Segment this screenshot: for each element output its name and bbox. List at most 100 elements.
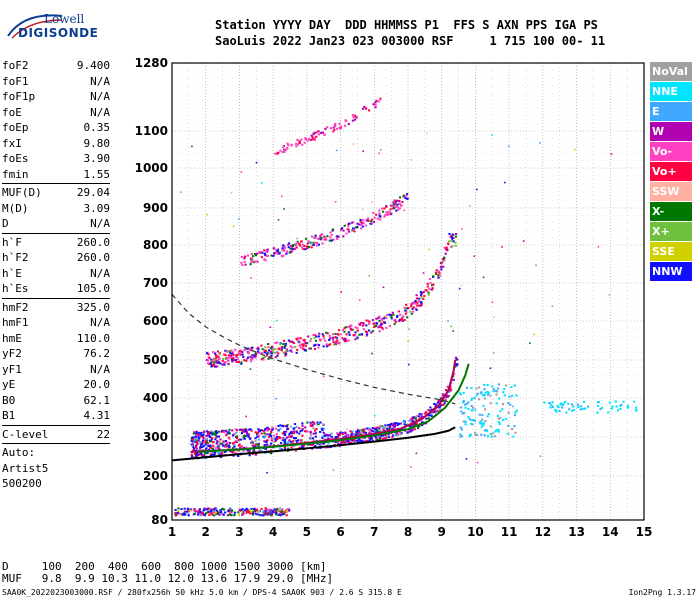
- echo-point: [228, 509, 231, 512]
- echo-point: [371, 319, 375, 322]
- echo-point: [234, 440, 237, 443]
- echo-point: [286, 251, 289, 254]
- echo-point: [290, 250, 294, 253]
- echo-point: [221, 444, 225, 447]
- echo-point: [444, 388, 448, 391]
- echo-point: [191, 444, 194, 447]
- legend-entry: SSE: [650, 242, 692, 261]
- echo-point: [200, 513, 203, 516]
- param-value: N/A: [90, 90, 110, 103]
- echo-point: [254, 512, 258, 515]
- echo-point: [218, 353, 221, 356]
- echo-point: [383, 433, 387, 436]
- echo-point: [249, 349, 252, 352]
- echo-point: [212, 351, 215, 354]
- echo-point: [283, 424, 286, 427]
- echo-point: [237, 444, 240, 447]
- echo-point: [226, 441, 229, 444]
- echo-point: [495, 393, 498, 396]
- echo-point: [211, 433, 214, 436]
- echo-point: [290, 350, 293, 353]
- echo-point: [196, 451, 199, 454]
- echo-point: [225, 434, 228, 437]
- autoscaling-info: 500200: [2, 477, 42, 490]
- echo-point: [197, 511, 200, 514]
- echo-point: [431, 411, 434, 414]
- echo-point: [422, 272, 425, 274]
- echo-point: [556, 404, 559, 407]
- param-row: foE N/A: [2, 105, 110, 121]
- echo-point: [208, 508, 212, 511]
- echo-point: [311, 136, 314, 139]
- echo-point: [410, 424, 413, 427]
- param-key: D: [2, 217, 9, 230]
- echo-point: [215, 431, 219, 434]
- echo-point: [252, 512, 255, 515]
- echo-point: [344, 326, 348, 329]
- echo-point: [333, 125, 337, 128]
- echo-point: [372, 430, 375, 433]
- echo-point: [495, 402, 498, 405]
- echo-point: [562, 402, 565, 405]
- echo-point: [423, 295, 426, 298]
- echo-point: [331, 333, 335, 336]
- echo-point: [207, 353, 210, 356]
- echo-point: [421, 424, 424, 427]
- echo-point: [203, 513, 207, 516]
- echo-point: [576, 403, 580, 406]
- echo-point: [195, 454, 199, 457]
- echo-point: [241, 513, 244, 516]
- echo-point: [253, 355, 256, 358]
- echo-point: [237, 513, 241, 516]
- y-tick-label: 900: [143, 201, 168, 215]
- echo-point: [346, 440, 350, 443]
- logo-line2: DIGISONDE: [18, 26, 99, 40]
- echo-point: [564, 400, 567, 403]
- echo-point: [288, 340, 292, 343]
- echo-point: [224, 354, 227, 357]
- echo-point: [235, 431, 238, 434]
- echo-point: [321, 436, 324, 439]
- echo-point: [415, 419, 418, 422]
- echo-point: [460, 284, 463, 287]
- echo-point: [299, 344, 302, 347]
- echo-point: [425, 411, 428, 414]
- echo-point: [512, 435, 515, 438]
- echo-point: [272, 437, 275, 440]
- echo-point: [555, 410, 558, 413]
- echo-point: [303, 430, 307, 433]
- echo-point: [201, 446, 204, 449]
- echo-point: [213, 508, 216, 511]
- echo-point: [634, 406, 638, 409]
- echo-point: [232, 359, 236, 362]
- echo-point: [255, 347, 259, 350]
- echo-point: [258, 430, 261, 433]
- echo-point: [263, 355, 266, 358]
- echo-point: [290, 430, 293, 433]
- echo-point: [461, 412, 464, 415]
- echo-point: [245, 357, 249, 360]
- echo-point: [326, 437, 330, 440]
- echo-point: [498, 423, 501, 426]
- echo-point: [250, 257, 254, 260]
- param-value: N/A: [90, 74, 110, 88]
- echo-point: [409, 310, 412, 313]
- echo-point: [573, 148, 576, 151]
- echo-point: [224, 429, 227, 432]
- echo-point: [442, 260, 445, 263]
- echo-point: [286, 428, 289, 431]
- echo-point: [261, 251, 264, 254]
- echo-point: [391, 311, 394, 314]
- echo-point: [258, 351, 261, 354]
- echo-point: [337, 432, 340, 435]
- echo-point: [190, 454, 193, 457]
- echo-point: [270, 442, 273, 445]
- echo-point: [242, 355, 245, 358]
- echo-point: [369, 438, 372, 441]
- echo-point: [342, 431, 345, 434]
- echo-point: [375, 438, 378, 441]
- echo-point: [288, 435, 291, 438]
- echo-point: [239, 438, 242, 441]
- echo-point: [619, 407, 622, 410]
- echo-point: [384, 426, 387, 429]
